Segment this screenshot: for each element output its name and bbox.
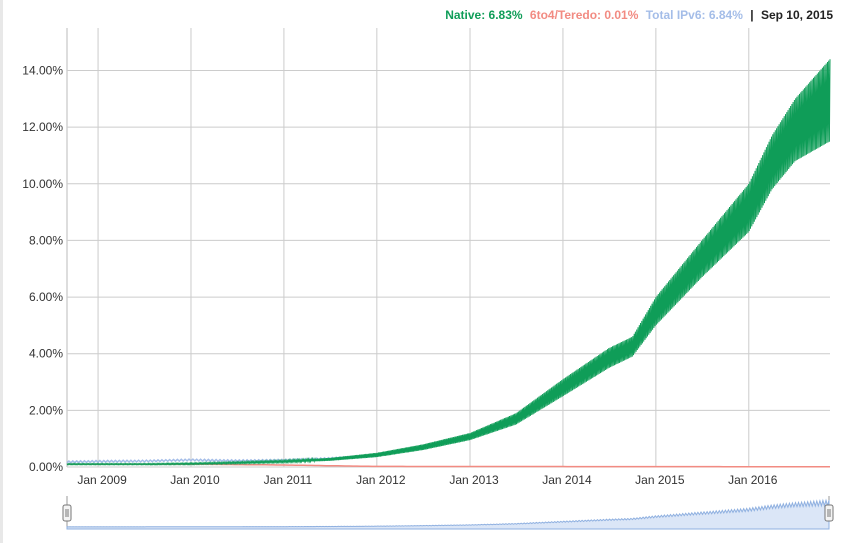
legend-teredo: 6to4/Teredo: 0.01% (529, 8, 639, 22)
y-tick-label: 8.00% (29, 233, 63, 247)
y-tick-label: 10.00% (22, 177, 63, 191)
legend-total: Total IPv6: 6.84% (645, 8, 743, 22)
series-native (66, 59, 831, 466)
x-tick-label: Jan 2015 (635, 473, 685, 487)
x-tick-label: Jan 2009 (77, 473, 127, 487)
legend-native: Native: 6.83% (445, 8, 523, 22)
y-tick-label: 14.00% (22, 63, 63, 77)
y-tick-label: 0.00% (29, 460, 63, 474)
x-tick-label: Jan 2012 (356, 473, 406, 487)
y-tick-label: 6.00% (29, 290, 63, 304)
series-6to4-teredo (67, 463, 830, 468)
left-border (0, 0, 3, 543)
legend: Native: 6.83% 6to4/Teredo: 0.01% Total I… (441, 8, 833, 22)
navigator-left-handle[interactable] (62, 504, 72, 522)
series-layer (66, 59, 831, 468)
x-axis: Jan 2009 Jan 2010 Jan 2011 Jan 2012 Jan 2013… (77, 473, 777, 487)
y-tick-label: 2.00% (29, 403, 63, 417)
legend-date: Sep 10, 2015 (760, 8, 833, 22)
grid (66, 28, 830, 468)
x-tick-label: Jan 2016 (728, 473, 778, 487)
navigator-right-handle[interactable] (824, 504, 834, 522)
legend-separator: | (750, 8, 754, 22)
x-tick-label: Jan 2013 (449, 473, 499, 487)
navigator-area (66, 498, 830, 530)
y-tick-label: 4.00% (29, 347, 63, 361)
x-tick-label: Jan 2010 (170, 473, 220, 487)
y-axis: 0.00% 2.00% 4.00% 6.00% 8.00% 10.00% 12.00% 14.… (22, 63, 63, 474)
x-tick-label: Jan 2011 (264, 473, 313, 487)
range-navigator[interactable] (62, 496, 834, 530)
y-tick-label: 12.00% (22, 120, 63, 134)
x-tick-label: Jan 2014 (542, 473, 592, 487)
